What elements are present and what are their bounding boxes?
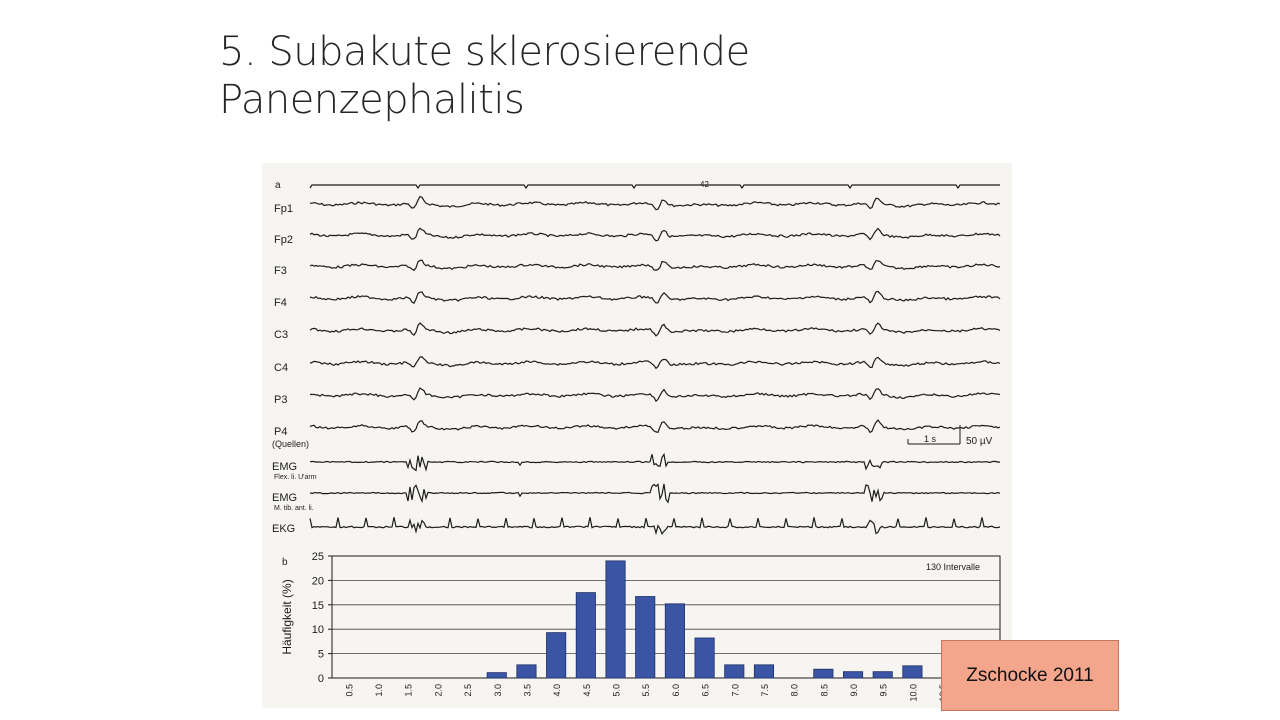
channel-label-fp1: Fp1	[274, 203, 293, 215]
x-tick-label-8.5: 8.5	[819, 684, 829, 697]
x-tick-label-7.0: 7.0	[730, 684, 740, 697]
x-tick-label-3.0: 3.0	[493, 684, 503, 697]
citation-box: Zschocke 2011	[941, 640, 1119, 711]
eeg-trace-f3	[309, 259, 1001, 272]
bar-3.0	[486, 672, 507, 679]
bar-4.5	[575, 592, 596, 679]
bar-3.5	[516, 664, 537, 679]
x-tick-label-9.5: 9.5	[879, 684, 889, 697]
y-axis-title: Häufigkeit (%)	[280, 579, 294, 654]
bar-5.0	[605, 560, 626, 679]
montage-note: (Quellen)	[272, 439, 309, 449]
y-tick-label: 25	[312, 551, 324, 563]
channel-label-f4: F4	[274, 297, 287, 309]
bar-6.5	[694, 637, 715, 679]
x-tick-label-5.5: 5.5	[641, 684, 651, 697]
eeg-trace-c4	[309, 356, 1001, 370]
scale-amplitude-label: 50 µV	[966, 436, 993, 447]
emg-sublabel-2: M. tib. ant. li.	[274, 505, 314, 512]
bar-7.5	[753, 664, 775, 679]
channel-label-c4: C4	[274, 362, 288, 374]
x-tick-label-0.5: 0.5	[344, 684, 354, 697]
eeg-trace-p3	[309, 387, 1001, 403]
channel-label-p4: P4	[274, 426, 287, 438]
emg-label-2: EMG	[272, 492, 297, 504]
channel-label-c3: C3	[274, 329, 288, 341]
bar-9.0	[842, 671, 864, 679]
x-tick-label-10.0: 10.0	[908, 684, 918, 702]
eeg-trace-c3	[309, 322, 1001, 337]
x-tick-label-8.0: 8.0	[790, 684, 800, 697]
y-tick-label: 5	[318, 649, 324, 661]
y-tick-label: 10	[312, 624, 324, 636]
slide-title-line-2: Panenzephalitis	[219, 77, 525, 123]
x-tick-label-6.5: 6.5	[701, 684, 711, 697]
y-tick-label: 15	[312, 600, 324, 612]
chart-title: 130 Intervalle	[926, 562, 980, 572]
channel-label-fp2: Fp2	[274, 234, 293, 246]
x-tick-label-9.0: 9.0	[849, 684, 859, 697]
scale-time-label: 1 s	[924, 434, 937, 444]
x-tick-label-5.0: 5.0	[612, 684, 622, 697]
channel-label-p3: P3	[274, 394, 287, 406]
eeg-trace-fp2	[309, 227, 1001, 242]
x-tick-label-1.5: 1.5	[404, 684, 414, 697]
channel-label-f3: F3	[274, 265, 287, 277]
eeg-trace-p4	[309, 419, 1001, 434]
x-tick-label-7.5: 7.5	[760, 684, 770, 697]
x-tick-label-2.0: 2.0	[433, 684, 443, 697]
bar-7.0	[724, 664, 745, 679]
bar-4.0	[546, 632, 567, 679]
panel-a-label: a	[275, 180, 281, 191]
bar-8.5	[813, 668, 834, 679]
x-tick-label-6.0: 6.0	[671, 684, 681, 697]
emg-trace-1	[309, 452, 1001, 472]
bar-5.5	[635, 596, 656, 679]
bar-10.0	[902, 665, 923, 679]
eeg-trace-fp1	[309, 195, 1001, 211]
slide-title: 5. Subakute sklerosierende Panenzephalit…	[219, 28, 1119, 124]
eeg-trace-marker	[309, 184, 1000, 190]
x-tick-label-4.0: 4.0	[552, 684, 562, 697]
emg-trace-2	[309, 483, 1001, 504]
ekg-trace	[309, 517, 1001, 536]
eeg-figure: a 42 Fp1 Fp2 F3 F4 C3 C4 P3 P4 EMG Flex. li. U'ar…	[262, 163, 1012, 708]
y-tick-label: 20	[312, 575, 324, 587]
emg-label-1: EMG	[272, 461, 297, 473]
x-tick-label-3.5: 3.5	[522, 684, 532, 697]
x-tick-label-2.5: 2.5	[463, 684, 473, 697]
slide-title-line-1: 5. Subakute sklerosierende	[219, 29, 750, 75]
citation-text: Zschocke 2011	[966, 664, 1094, 686]
eeg-scale-bar: 1 s 50 µV	[907, 425, 993, 447]
ekg-label: EKG	[272, 523, 295, 535]
eeg-trace-f4	[309, 290, 1001, 305]
bar-9.5	[872, 671, 893, 679]
bar-6.0	[664, 603, 685, 679]
y-tick-label: 0	[318, 673, 324, 685]
panel-b-label: b	[282, 557, 288, 568]
x-tick-label-4.5: 4.5	[582, 684, 592, 697]
emg-sublabel-1: Flex. li. U'arm	[274, 474, 317, 481]
x-tick-label-1.0: 1.0	[374, 684, 384, 697]
